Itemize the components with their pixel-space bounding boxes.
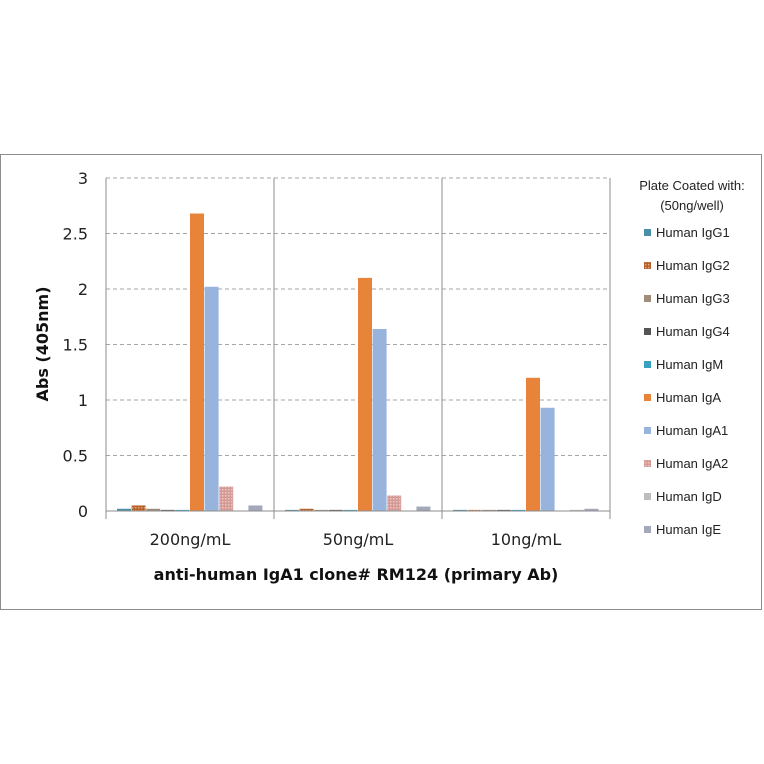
- legend-swatch: [644, 493, 651, 500]
- legend-swatch: [644, 262, 651, 269]
- legend-swatch: [644, 328, 651, 335]
- y-tick-label: 3: [78, 169, 88, 188]
- bar: [569, 509, 584, 511]
- legend-label: Human IgG4: [656, 324, 730, 339]
- bar: [467, 509, 482, 511]
- x-tick-labels: 200ng/mL 50ng/mL 10ng/mL: [150, 530, 562, 549]
- bar: [343, 509, 358, 511]
- bar: [416, 506, 431, 511]
- bar: [160, 509, 175, 511]
- y-tick-label: 1.5: [63, 336, 88, 355]
- legend-title: (50ng/well): [660, 198, 724, 213]
- bar: [540, 407, 555, 511]
- legend-label: Human IgM: [656, 357, 723, 372]
- bar: [285, 509, 299, 511]
- legend-swatch: [644, 229, 651, 236]
- axes: [105, 178, 611, 519]
- legend-swatch: [644, 361, 651, 368]
- bar: [314, 509, 329, 511]
- bar: [496, 509, 511, 511]
- bar: [131, 505, 146, 511]
- legend-label: Human IgG2: [656, 258, 730, 273]
- bar: [358, 277, 372, 511]
- y-tick-label: 2: [78, 280, 88, 299]
- bar: [482, 509, 497, 511]
- bar: [372, 328, 387, 511]
- x-tick-label: 50ng/mL: [323, 530, 394, 549]
- bar: [219, 486, 234, 511]
- x-tick-label: 10ng/mL: [491, 530, 562, 549]
- y-tick-label: 0.5: [63, 447, 88, 466]
- legend-swatch: [644, 526, 651, 533]
- legend-swatch: [644, 460, 651, 467]
- bar: [204, 286, 219, 511]
- bar: [584, 508, 599, 511]
- y-axis-title: Abs (405nm): [33, 286, 52, 401]
- legend-swatch: [644, 295, 651, 302]
- bar: [328, 509, 343, 511]
- legend-swatch: [644, 427, 651, 434]
- legend-swatch: [644, 394, 651, 401]
- y-tick-label: 0: [78, 502, 88, 521]
- y-tick-label: 2.5: [63, 225, 88, 244]
- bar: [453, 509, 467, 511]
- legend: Plate Coated with: (50ng/well) Human IgG1 H…: [639, 178, 745, 537]
- bar: [175, 509, 190, 511]
- bar: [526, 377, 540, 511]
- legend-label: Human IgG1: [656, 225, 730, 240]
- x-tick-label: 200ng/mL: [150, 530, 231, 549]
- y-tick-label: 1: [78, 391, 88, 410]
- bars: [117, 213, 599, 511]
- x-axis-title: anti-human IgA1 clone# RM124 (primary Ab…: [154, 565, 559, 584]
- bar: [117, 508, 131, 511]
- legend-label: Human IgE: [656, 522, 721, 537]
- bar: [248, 505, 263, 511]
- bar: [511, 509, 526, 511]
- bar: [190, 213, 204, 511]
- legend-title: Plate Coated with:: [639, 178, 745, 193]
- legend-label: Human IgG3: [656, 291, 730, 306]
- legend-label: Human IgA: [656, 390, 721, 405]
- bar: [299, 508, 314, 511]
- legend-label: Human IgA2: [656, 456, 728, 471]
- legend-label: Human IgA1: [656, 423, 728, 438]
- legend-label: Human IgD: [656, 489, 722, 504]
- bar: [387, 495, 402, 511]
- bar: [146, 508, 161, 511]
- y-tick-labels: 0 0.5 1 1.5 2 2.5 3: [63, 169, 88, 521]
